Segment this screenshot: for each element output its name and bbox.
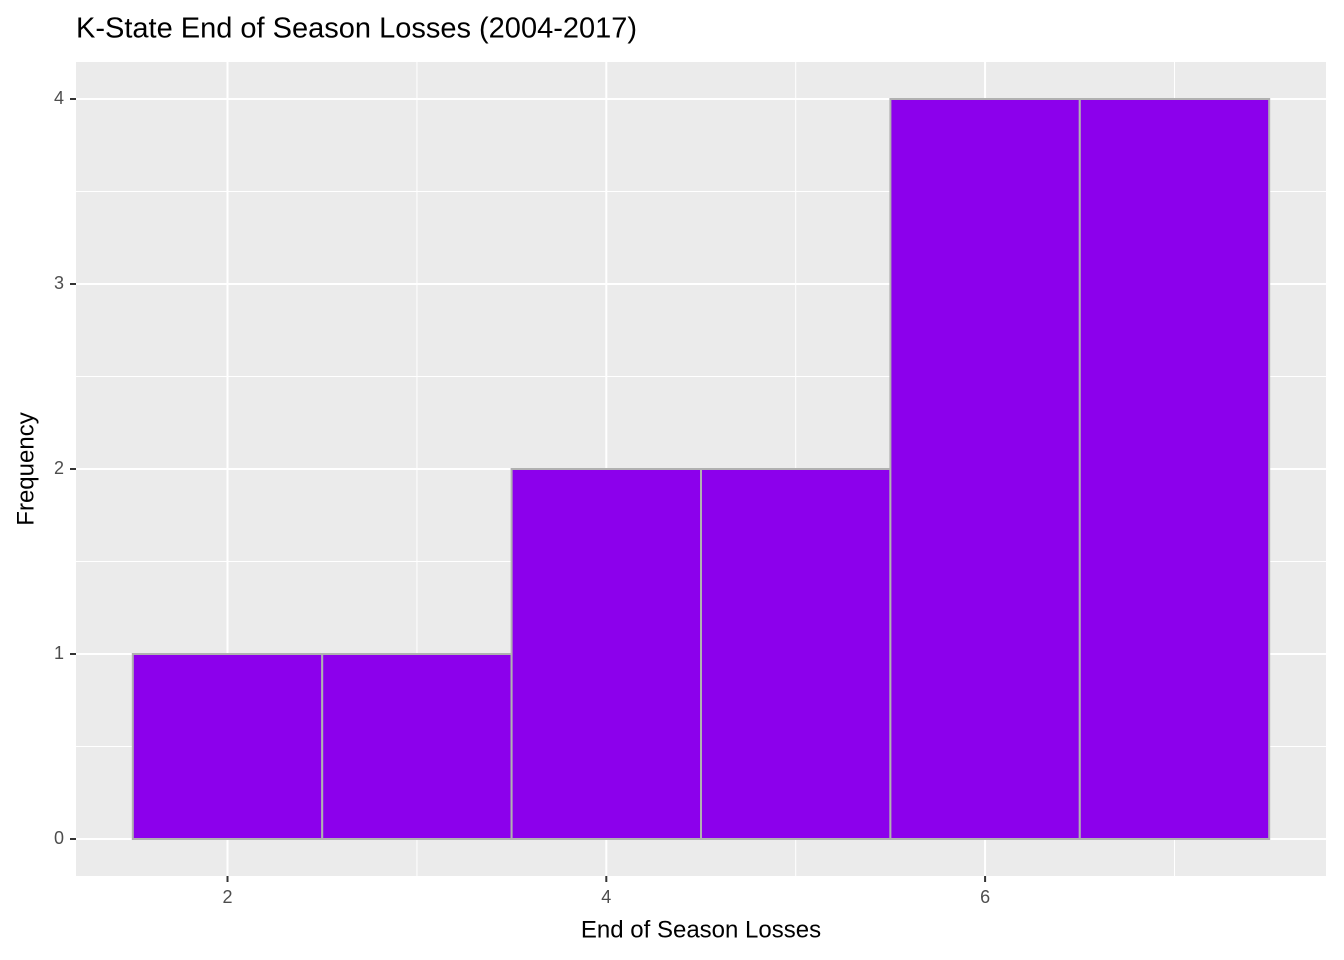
y-tick-label: 1 (54, 643, 64, 663)
y-axis-title: Frequency (12, 412, 39, 525)
bar (1078, 98, 1271, 840)
x-tick-label: 6 (980, 887, 990, 907)
x-tick-label: 4 (601, 887, 611, 907)
y-tick-label: 2 (54, 458, 64, 478)
y-tick-label: 0 (54, 828, 64, 848)
bar (510, 468, 702, 840)
y-tick-label: 3 (54, 273, 64, 293)
bar (321, 653, 513, 840)
y-tick-label: 4 (54, 88, 64, 108)
bar (131, 653, 324, 840)
x-tick-label: 2 (223, 887, 233, 907)
bar (889, 98, 1081, 840)
bar (700, 468, 892, 840)
x-axis-title: End of Season Losses (581, 916, 821, 943)
chart-title: K-State End of Season Losses (2004-2017) (76, 13, 637, 45)
